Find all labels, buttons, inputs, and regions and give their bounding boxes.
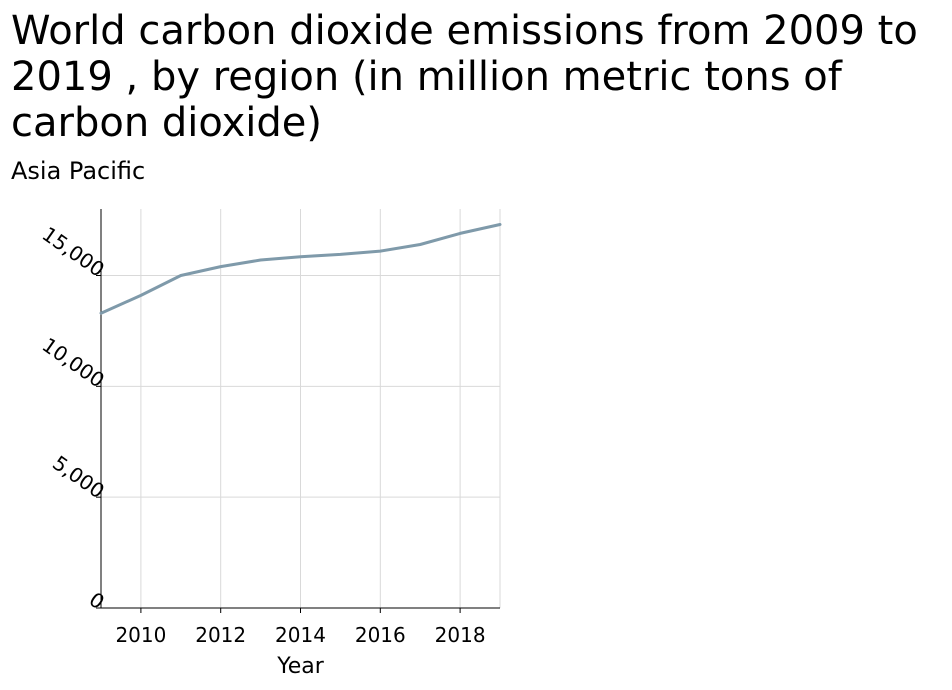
grid-lines xyxy=(101,209,501,608)
series-line-0 xyxy=(99,223,502,315)
x-axis-title: Year xyxy=(276,654,325,679)
chart-title: World carbon dioxide emissions from 2009… xyxy=(11,8,918,146)
y-tick-label-15,000: 15,000 xyxy=(38,222,109,282)
series-layer xyxy=(99,223,502,315)
chart-subtitle: Asia Pacific xyxy=(11,157,146,185)
axes xyxy=(96,209,500,613)
x-tick-label-2018: 2018 xyxy=(435,623,486,647)
x-tick-label-2012: 2012 xyxy=(195,623,246,647)
y-tick-label-5,000: 5,000 xyxy=(48,451,109,504)
x-tick-label-2016: 2016 xyxy=(355,623,406,647)
y-tick-label-10,000: 10,000 xyxy=(38,333,109,393)
x-tick-label-2010: 2010 xyxy=(115,623,166,647)
x-tick-label-2014: 2014 xyxy=(275,623,326,647)
tick-labels: 2010 2012 2014 2016 2018 0 5,000 10,000 15,000 xyxy=(38,222,486,647)
y-tick-label-0: 0 xyxy=(85,587,109,614)
